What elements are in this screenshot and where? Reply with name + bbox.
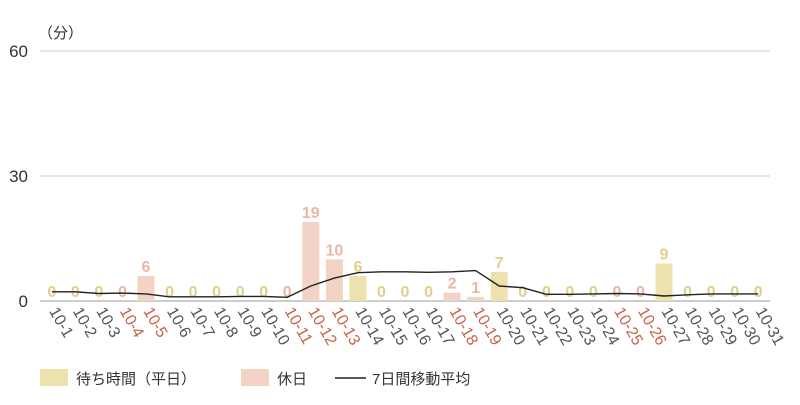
- data-label: 0: [707, 284, 716, 301]
- data-label: 0: [212, 284, 221, 301]
- x-tick-label: 10-4: [116, 305, 147, 341]
- data-label: 0: [47, 284, 56, 301]
- bar: [137, 276, 155, 301]
- moving-average-line: [52, 269, 758, 298]
- x-tick-label: 10-6: [163, 305, 194, 341]
- bar: [467, 296, 485, 301]
- data-label: 9: [660, 247, 669, 264]
- data-label: 0: [612, 284, 621, 301]
- x-tick-label: 10-7: [187, 305, 218, 341]
- bar: [349, 276, 367, 301]
- data-label: 0: [259, 284, 268, 301]
- data-label: 0: [401, 284, 410, 301]
- x-tick-label: 10-5: [140, 305, 171, 341]
- data-label: 0: [424, 284, 433, 301]
- x-tick-label: 10-9: [234, 305, 265, 341]
- bar: [655, 263, 673, 301]
- data-label: 0: [377, 284, 386, 301]
- y-tick-label: 0: [19, 292, 28, 311]
- data-label: 0: [283, 284, 292, 301]
- data-label: 2: [448, 276, 457, 293]
- legend-swatch-weekday: [40, 369, 68, 386]
- data-label: 19: [302, 205, 320, 222]
- y-unit-label: （分）: [38, 25, 83, 42]
- y-tick-label: 60: [9, 42, 28, 61]
- data-label: 6: [142, 259, 151, 276]
- data-label: 0: [636, 284, 645, 301]
- data-label: 0: [94, 284, 103, 301]
- moving-average-polyline: [52, 269, 758, 298]
- legend: 待ち時間（平日） 休日 7日間移動平均: [40, 369, 470, 388]
- legend-label-weekday: 待ち時間（平日）: [76, 371, 196, 388]
- legend-label-holiday: 休日: [277, 371, 307, 388]
- data-label: 0: [565, 284, 574, 301]
- bar: [443, 292, 461, 301]
- data-label: 0: [236, 284, 245, 301]
- data-label: 10: [325, 242, 343, 259]
- data-label: 0: [683, 284, 692, 301]
- x-tick-label: 10-3: [92, 305, 123, 341]
- data-label: 0: [165, 284, 174, 301]
- bar: [325, 259, 343, 301]
- y-axis-ticks: 0 30 60: [9, 42, 28, 311]
- data-label: 0: [542, 284, 551, 301]
- bars: [137, 221, 673, 301]
- data-label: 0: [754, 284, 763, 301]
- x-axis-ticks: 10-110-210-310-410-510-610-710-810-910-1…: [45, 305, 787, 349]
- data-label: 0: [589, 284, 598, 301]
- y-tick-label: 30: [9, 167, 28, 186]
- data-label: 1: [471, 280, 480, 297]
- legend-swatch-holiday: [241, 369, 269, 386]
- data-label: 7: [495, 255, 504, 272]
- x-tick-label: 10-1: [45, 305, 76, 341]
- data-label: 0: [730, 284, 739, 301]
- grid-lines: [40, 50, 770, 302]
- bar: [302, 221, 320, 301]
- data-label: 0: [518, 284, 527, 301]
- x-tick-label: 10-8: [210, 305, 241, 341]
- legend-label-moving-average: 7日間移動平均: [372, 371, 470, 388]
- data-label: 0: [189, 284, 198, 301]
- data-label: 6: [353, 259, 362, 276]
- x-tick-label: 10-2: [69, 305, 100, 341]
